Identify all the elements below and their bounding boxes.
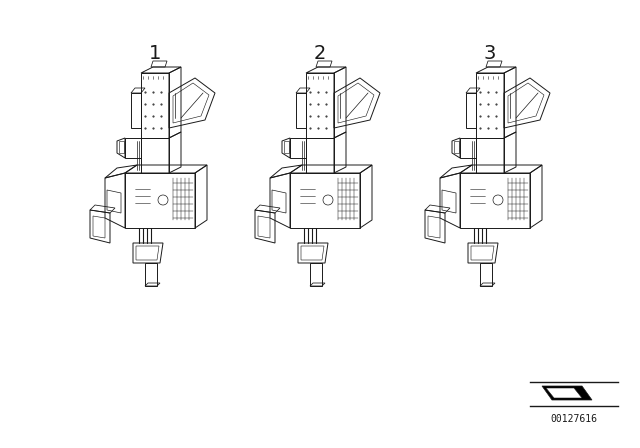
Text: 1: 1 <box>149 43 161 63</box>
Polygon shape <box>546 388 582 398</box>
Text: 2: 2 <box>314 43 326 63</box>
Polygon shape <box>542 386 592 400</box>
Text: 3: 3 <box>484 43 496 63</box>
Text: 00127616: 00127616 <box>550 414 598 424</box>
